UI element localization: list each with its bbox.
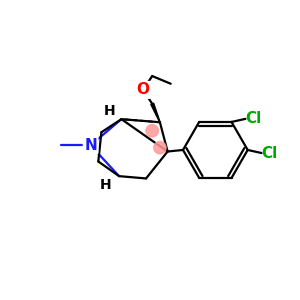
Text: Cl: Cl [261, 146, 278, 160]
Text: O: O [136, 82, 149, 98]
Text: H: H [99, 178, 111, 192]
Circle shape [154, 142, 166, 154]
Text: H: H [104, 104, 116, 118]
Text: N: N [84, 138, 97, 153]
Text: Cl: Cl [245, 111, 261, 126]
Circle shape [146, 124, 158, 137]
Polygon shape [151, 103, 160, 122]
